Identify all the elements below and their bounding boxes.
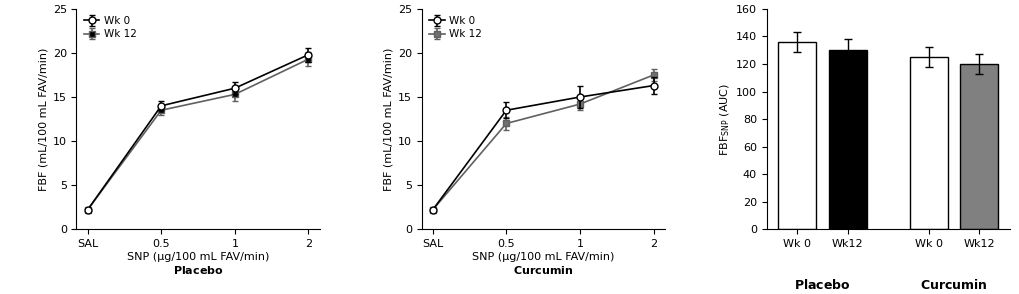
X-axis label: SNP (μg/100 mL FAV/min)
$\mathbf{Placebo}$: SNP (μg/100 mL FAV/min) $\mathbf{Placebo… <box>126 252 269 276</box>
Legend: Wk 0, Wk 12: Wk 0, Wk 12 <box>426 14 483 41</box>
X-axis label: SNP (μg/100 mL FAV/min)
$\mathbf{Curcumin}$: SNP (μg/100 mL FAV/min) $\mathbf{Curcumi… <box>472 252 613 276</box>
Bar <box>828 50 866 229</box>
Text: $\mathbf{Placebo}$: $\mathbf{Placebo}$ <box>794 278 850 292</box>
Y-axis label: FBF$_{\mathrm{SNP}}$ (AUC): FBF$_{\mathrm{SNP}}$ (AUC) <box>717 83 731 156</box>
Bar <box>777 42 815 229</box>
Y-axis label: FBF (mL/100 mL FAV/min): FBF (mL/100 mL FAV/min) <box>39 47 49 191</box>
Bar <box>909 57 947 229</box>
Y-axis label: FBF (mL/100 mL FAV/min): FBF (mL/100 mL FAV/min) <box>383 47 393 191</box>
Legend: Wk 0, Wk 12: Wk 0, Wk 12 <box>82 14 139 41</box>
Bar <box>960 64 998 229</box>
Text: $\mathbf{Curcumin}$: $\mathbf{Curcumin}$ <box>919 278 987 292</box>
